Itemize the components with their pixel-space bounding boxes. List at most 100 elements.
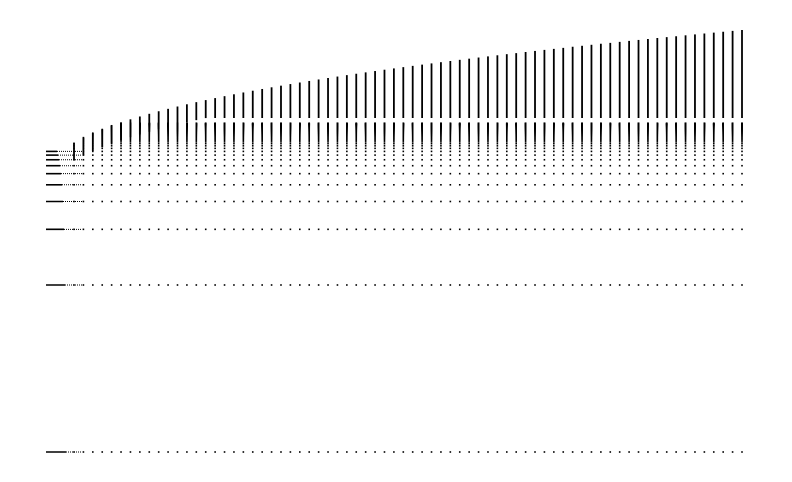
lattice-dot [233,158,235,161]
lattice-dot [571,451,574,453]
lattice-dot [374,139,376,142]
lattice-dot [251,136,254,139]
lattice-dot [675,172,677,175]
lattice-dot [590,134,593,137]
lattice-dot [327,154,329,156]
lattice-dot [449,134,452,137]
lattice-dot [703,154,706,156]
lattice-dot [261,184,263,186]
lattice-dot [553,142,555,145]
lattice-dot [110,200,113,203]
lattice-dot [515,164,517,167]
lattice-dot [722,451,724,453]
lattice-dot [308,135,311,138]
lattice-dot [167,228,169,231]
lattice-dot [684,200,687,203]
lattice-dot [722,134,724,137]
lattice-dot [355,150,358,153]
lattice-dot [139,284,141,286]
lattice-dot [289,154,292,156]
lattice-dot [609,150,612,153]
lattice-dot [515,142,517,145]
lattice-dot [684,145,687,147]
lattice-dot [543,139,546,142]
lattice-dot [421,451,423,453]
lattice-dot [722,138,724,140]
lattice-dot [590,122,593,125]
lattice-dot [355,200,358,203]
lattice-dot [393,122,395,125]
lattice-dot [515,228,517,231]
lattice-dot [251,184,254,186]
lattice-dot [553,200,555,203]
lattice-dot [204,134,207,137]
lattice-dot [656,172,659,175]
lattice-dot [684,164,687,167]
lattice-dot [421,122,423,125]
lattice-dot [647,142,649,145]
lattice-dot [261,150,263,153]
lattice-dot [656,134,659,137]
lattice-dot [590,154,593,156]
lattice-dot [204,184,207,186]
lattice-dot [317,139,320,142]
lattice-dot [308,172,311,175]
lattice-dot [600,451,602,453]
lattice-dot [600,164,602,167]
lattice-dot [195,145,198,147]
lattice-dot [280,141,282,143]
lattice-dot [590,164,593,167]
lattice-dot [505,135,508,138]
lattice-dot [553,154,555,156]
lattice-dot [543,200,546,203]
lattice-dot [458,147,461,150]
lattice-dot [487,135,489,138]
lattice-dot [336,142,339,145]
lattice-dot [543,184,546,186]
lattice-dot [355,122,358,125]
lattice-dot [656,145,659,147]
lattice-dot [261,158,263,161]
lattice-dot [233,135,235,138]
lattice-dot [148,154,151,156]
lattice-dot [336,138,339,140]
lattice-dot [609,284,612,286]
lattice-dot [731,122,734,125]
lattice-dot [741,172,743,175]
lattice-dot [647,135,649,138]
lattice-dot [656,284,659,286]
lattice-dot [505,147,508,150]
lattice-dot [186,164,188,167]
lattice-dot [515,172,517,175]
lattice-dot [110,172,113,175]
lattice-dot [571,150,574,153]
lattice-dot [581,154,583,156]
lattice-dot [148,228,151,231]
lattice-dot [618,136,621,139]
lattice-dot [430,139,433,142]
lattice-dot [468,136,470,139]
lattice-dot [741,122,743,125]
lattice-dot [430,184,433,186]
lattice-dot [148,200,151,203]
lattice-dot [731,139,734,142]
lattice-dot [581,158,583,161]
lattice-dot [534,451,536,453]
lattice-dot [299,138,301,140]
lattice-dot [120,141,122,143]
lattice-dot [421,154,423,156]
lattice-dot [317,138,320,140]
lattice-dot [167,150,169,153]
lattice-dot [242,150,245,153]
lattice-dot [261,135,263,138]
lattice-dot [355,136,358,139]
lattice-dot [223,136,226,139]
lattice-dot [355,139,358,142]
lattice-dot [261,154,263,156]
lattice-dot [186,172,188,175]
lattice-dot [440,139,442,142]
lattice-dot [440,164,442,167]
lattice-dot [515,141,517,143]
lattice-dot [731,134,734,137]
lattice-dot [534,200,536,203]
